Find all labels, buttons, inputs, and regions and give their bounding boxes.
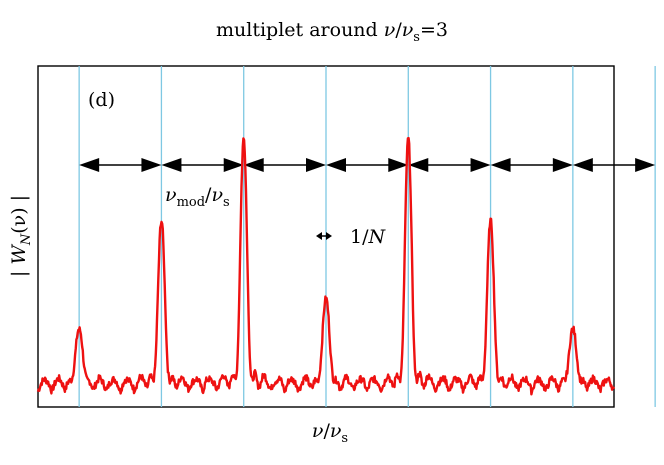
- spacing-arrow: [572, 158, 656, 172]
- panel-label: (d): [88, 89, 115, 111]
- spacing-arrow: [490, 158, 573, 172]
- spacing-arrow: [326, 158, 409, 172]
- y-axis-label: | WN(ν) |: [8, 195, 34, 277]
- sideband-guides: [78, 66, 656, 407]
- x-axis-label: ν/νs: [312, 420, 348, 446]
- chart-title: multiplet around ν/νs=3: [216, 19, 448, 45]
- width-annotation: 1/N: [350, 226, 387, 248]
- spacing-arrow: [243, 158, 326, 172]
- spacing-arrow: [408, 158, 491, 172]
- spacing-arrow: [79, 158, 162, 172]
- spacing-arrows: [79, 158, 656, 172]
- width-arrow: [316, 232, 332, 240]
- spectrum-curve: [36, 136, 616, 396]
- spacing-annotation: νmod/νs: [165, 184, 230, 210]
- spacing-arrow: [161, 158, 244, 172]
